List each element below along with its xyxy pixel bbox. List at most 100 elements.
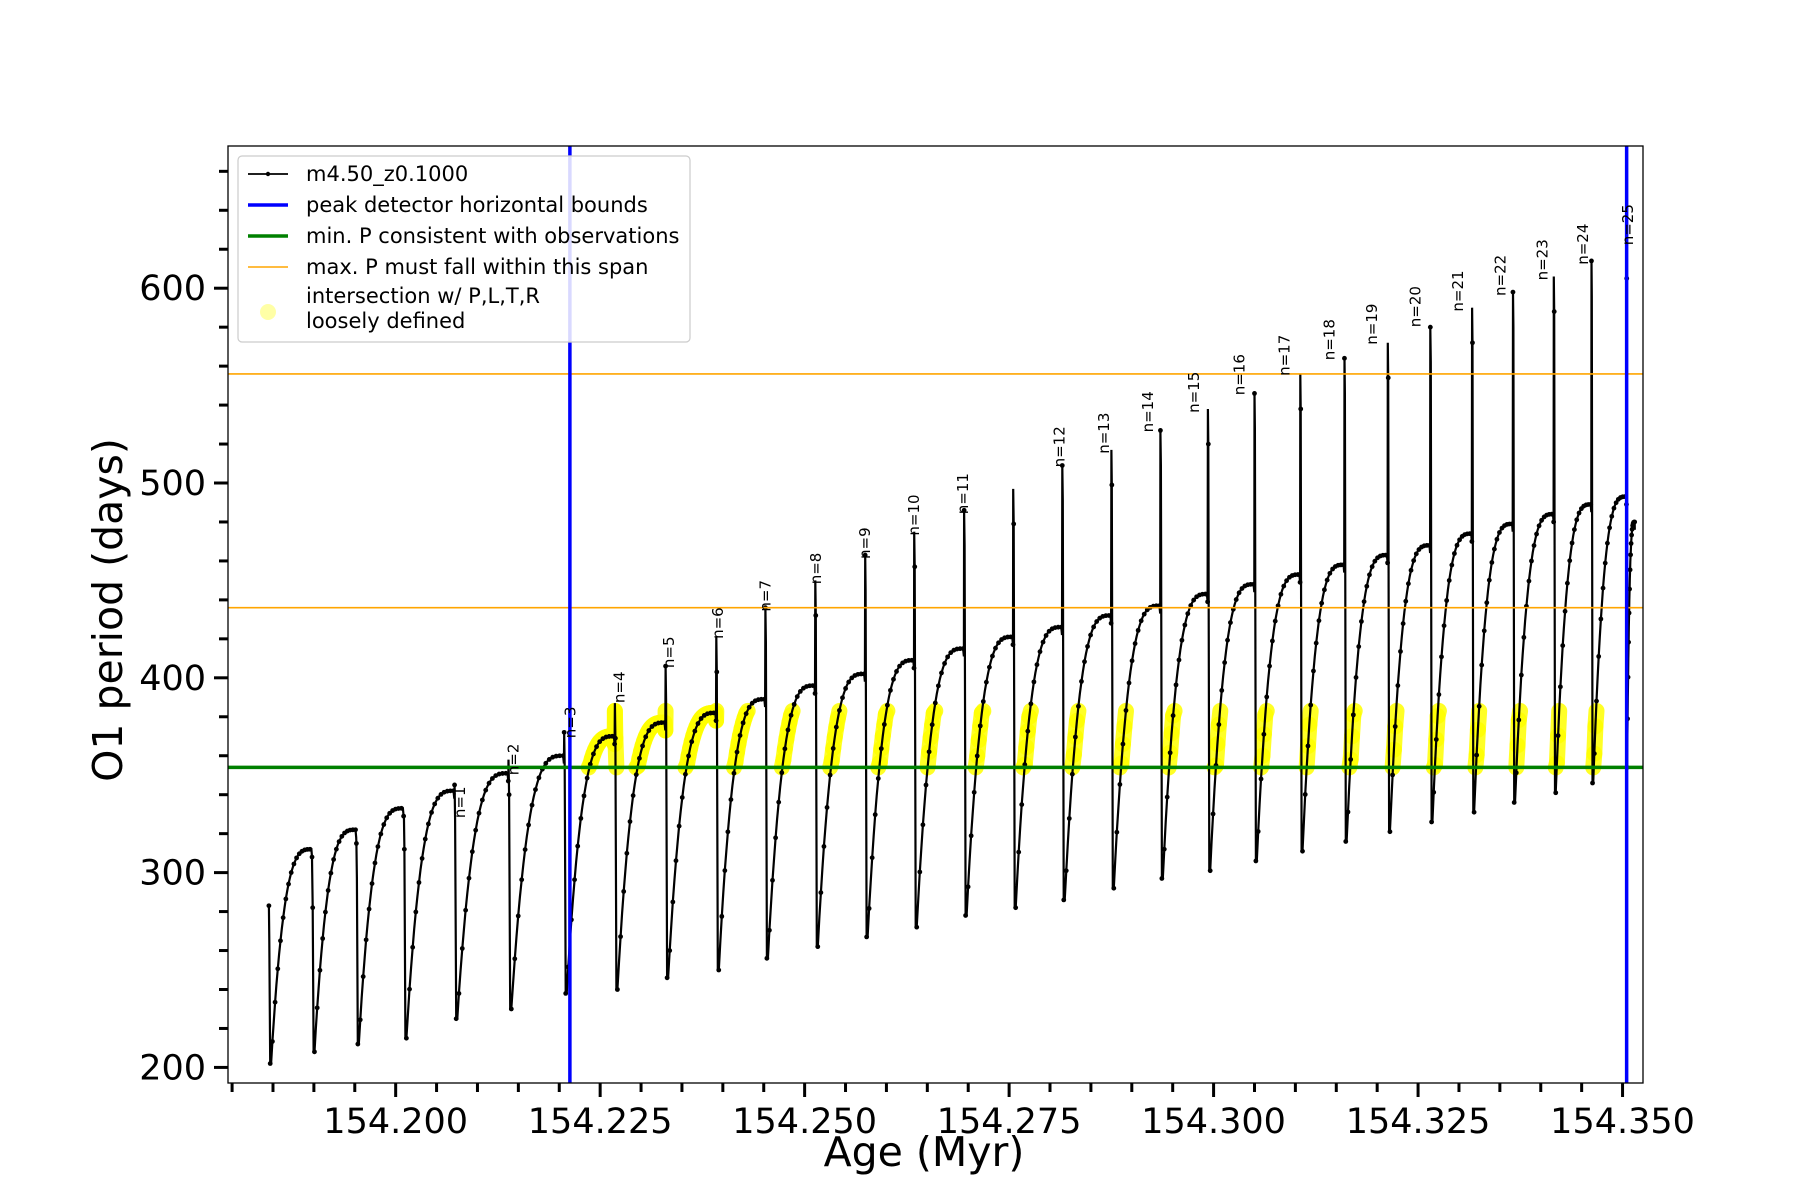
peak-label: n=4 xyxy=(611,671,629,703)
series-point xyxy=(403,1035,409,1041)
series-point xyxy=(1109,482,1115,488)
series-point xyxy=(572,877,577,883)
series-point xyxy=(1319,600,1325,606)
series-point xyxy=(914,924,920,930)
series-point xyxy=(676,823,682,829)
series-point xyxy=(1560,643,1566,649)
series-point xyxy=(339,833,345,839)
y-tick-label: 600 xyxy=(139,269,206,309)
series-point xyxy=(1446,578,1452,583)
legend-swatch-dot xyxy=(265,171,271,177)
series-point xyxy=(779,770,785,776)
series-point xyxy=(355,1041,361,1047)
legend-label: m4.50_z0.1000 xyxy=(306,162,468,187)
series-point xyxy=(612,741,618,747)
series-point xyxy=(543,760,549,766)
series-point xyxy=(1158,428,1163,433)
series-point xyxy=(1607,525,1612,531)
series-line-m4-50-z0-1000 xyxy=(267,243,1636,1065)
series-point xyxy=(1072,734,1078,740)
series-point xyxy=(363,937,369,943)
series-point xyxy=(1361,599,1367,604)
series-point xyxy=(1400,621,1406,626)
series-point xyxy=(479,797,485,803)
series-point xyxy=(1489,560,1495,565)
series-point xyxy=(1632,519,1638,525)
series-point xyxy=(897,663,902,669)
series-point xyxy=(283,896,289,902)
series-point xyxy=(878,746,884,752)
series-point xyxy=(1516,717,1522,723)
series-point xyxy=(837,708,842,713)
series-point xyxy=(1203,591,1208,597)
legend-label-line: intersection w/ P,L,T,R xyxy=(306,284,540,308)
series-point xyxy=(1011,521,1017,527)
series-point xyxy=(728,797,734,803)
series-point xyxy=(1486,577,1492,583)
series-point xyxy=(1269,638,1275,644)
series-point xyxy=(1596,654,1602,659)
series-point xyxy=(1088,632,1093,638)
series-point xyxy=(369,881,375,887)
series-point xyxy=(1383,552,1388,558)
series-point xyxy=(1191,597,1197,603)
series-point xyxy=(1345,809,1351,815)
series-point xyxy=(1185,611,1191,617)
series-point xyxy=(1436,692,1442,697)
series-point xyxy=(942,661,947,666)
series-point xyxy=(272,999,278,1005)
series-point xyxy=(761,696,767,702)
series-point xyxy=(1611,505,1617,511)
x-tick-label: 154.350 xyxy=(1550,1102,1695,1142)
series-point xyxy=(429,809,434,815)
series-point xyxy=(812,690,818,696)
series-point xyxy=(401,846,407,852)
series-point xyxy=(770,877,775,883)
series-point xyxy=(1129,658,1135,664)
series-point xyxy=(1311,668,1316,674)
series-point xyxy=(1258,776,1264,782)
series-point xyxy=(1479,662,1485,668)
peak-label: n=18 xyxy=(1321,319,1339,360)
series-point xyxy=(894,669,899,674)
series-point xyxy=(435,795,441,801)
series-point xyxy=(353,827,358,833)
x-tick-label: 154.225 xyxy=(528,1102,673,1142)
series-point xyxy=(965,884,971,890)
series-point xyxy=(1123,708,1129,713)
series-point xyxy=(1272,618,1278,624)
series-point xyxy=(670,899,676,905)
series-point xyxy=(713,718,719,724)
series-point xyxy=(746,704,752,710)
series-point xyxy=(939,670,944,676)
series-point xyxy=(1403,598,1409,604)
series-point xyxy=(1019,802,1025,808)
series-point xyxy=(1484,600,1490,606)
series-point xyxy=(1016,849,1022,855)
series-point xyxy=(452,782,457,788)
series-point xyxy=(612,735,618,741)
series-point xyxy=(692,728,698,734)
series-point xyxy=(1031,679,1037,685)
series-point xyxy=(1471,809,1477,815)
series-point xyxy=(1341,562,1346,568)
series-point xyxy=(1555,733,1561,739)
series-point xyxy=(1188,603,1194,608)
series-point xyxy=(945,654,951,660)
series-point xyxy=(643,734,649,740)
series-point xyxy=(1205,599,1211,605)
series-point xyxy=(456,991,462,996)
series-point xyxy=(637,755,642,761)
series-point xyxy=(529,802,535,808)
series-point xyxy=(1300,848,1305,854)
series-point xyxy=(1305,743,1311,749)
peak-label: n=1 xyxy=(451,786,469,818)
series-point xyxy=(1395,683,1401,688)
series-point xyxy=(1034,662,1040,668)
series-point xyxy=(1028,701,1034,707)
series-point xyxy=(286,881,291,887)
series-point xyxy=(862,552,868,558)
series-point xyxy=(797,688,803,694)
series-point xyxy=(506,792,512,798)
